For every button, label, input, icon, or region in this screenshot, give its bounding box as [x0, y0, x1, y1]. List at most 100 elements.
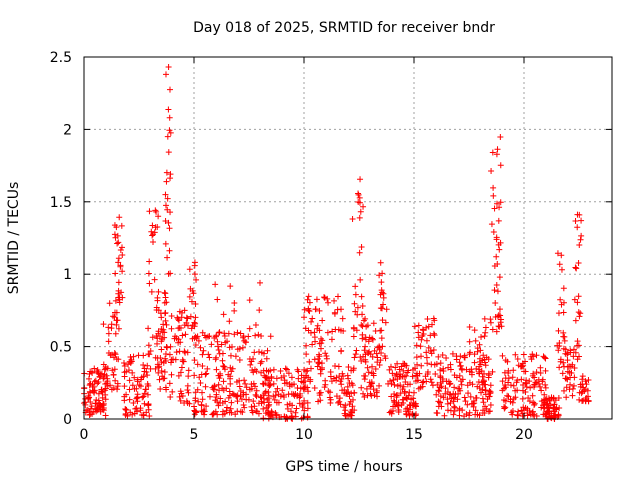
data-point: [115, 255, 122, 262]
data-point: [234, 408, 241, 415]
data-point: [419, 326, 426, 333]
data-point: [270, 366, 277, 373]
data-point: [512, 351, 519, 358]
data-point: [570, 346, 577, 353]
data-point: [227, 283, 234, 290]
data-point: [425, 323, 432, 330]
data-point: [576, 313, 583, 320]
data-point: [467, 393, 474, 400]
data-point: [162, 355, 169, 362]
data-point: [500, 385, 507, 392]
data-point: [192, 395, 199, 402]
data-point: [191, 319, 198, 326]
data-point: [231, 300, 238, 307]
data-point: [476, 385, 483, 392]
data-point: [167, 129, 174, 136]
data-point: [358, 322, 365, 329]
data-point: [558, 266, 565, 273]
data-point: [443, 354, 450, 361]
data-point: [115, 325, 122, 332]
data-point: [109, 367, 116, 374]
data-point: [430, 330, 437, 337]
data-point: [400, 360, 407, 367]
data-point: [474, 345, 481, 352]
data-point: [121, 397, 128, 404]
data-point: [476, 412, 483, 419]
data-point: [182, 331, 189, 338]
data-point: [580, 397, 587, 404]
data-point: [393, 393, 400, 400]
data-point: [214, 411, 221, 418]
data-point: [504, 392, 511, 399]
data-point: [560, 333, 567, 340]
data-point: [345, 363, 352, 370]
data-point: [394, 402, 401, 409]
data-point: [427, 376, 434, 383]
data-point: [167, 343, 174, 350]
data-point: [451, 403, 458, 410]
data-point: [487, 402, 494, 409]
data-point: [461, 394, 468, 401]
data-point: [87, 398, 94, 405]
data-point: [483, 354, 490, 361]
data-point: [233, 393, 240, 400]
data-point: [502, 404, 509, 411]
data-point: [578, 217, 585, 224]
data-point: [489, 149, 496, 156]
data-point: [497, 239, 504, 246]
data-point: [260, 415, 267, 422]
data-point: [242, 380, 249, 387]
data-point: [505, 379, 512, 386]
data-point: [368, 369, 375, 376]
data-point: [388, 380, 395, 387]
data-point: [350, 365, 357, 372]
data-point: [570, 353, 577, 360]
data-point: [110, 385, 117, 392]
data-point: [137, 383, 144, 390]
data-point: [297, 385, 304, 392]
data-point: [383, 306, 390, 313]
data-points: [81, 64, 592, 422]
data-point: [300, 374, 307, 381]
data-point: [91, 378, 98, 385]
data-point: [435, 387, 442, 394]
data-point: [199, 351, 206, 358]
data-point: [564, 368, 571, 375]
data-point: [165, 149, 172, 156]
data-point: [206, 393, 213, 400]
data-point: [277, 393, 284, 400]
data-point: [420, 330, 427, 337]
y-tick-label: 2: [63, 122, 72, 138]
data-point: [160, 375, 167, 382]
data-point: [221, 332, 228, 339]
data-point: [417, 343, 424, 350]
data-point: [386, 409, 393, 416]
data-point: [372, 365, 379, 372]
data-point: [178, 364, 185, 371]
data-point: [145, 270, 152, 277]
data-point: [348, 380, 355, 387]
data-point: [123, 368, 130, 375]
data-point: [557, 358, 564, 365]
data-point: [236, 357, 243, 364]
data-point: [369, 363, 376, 370]
data-point: [288, 390, 295, 397]
data-point: [357, 354, 364, 361]
data-point: [197, 379, 204, 386]
data-point: [213, 332, 220, 339]
data-point: [494, 146, 501, 153]
data-point: [227, 375, 234, 382]
data-point: [126, 396, 133, 403]
data-point: [410, 395, 417, 402]
data-point: [572, 264, 579, 271]
data-point: [214, 296, 221, 303]
data-point: [494, 313, 501, 320]
data-point: [352, 351, 359, 358]
data-point: [578, 232, 585, 239]
data-point: [515, 408, 522, 415]
data-point: [87, 381, 94, 388]
data-point: [134, 378, 141, 385]
data-point: [155, 288, 162, 295]
data-point: [574, 356, 581, 363]
data-point: [436, 388, 443, 395]
